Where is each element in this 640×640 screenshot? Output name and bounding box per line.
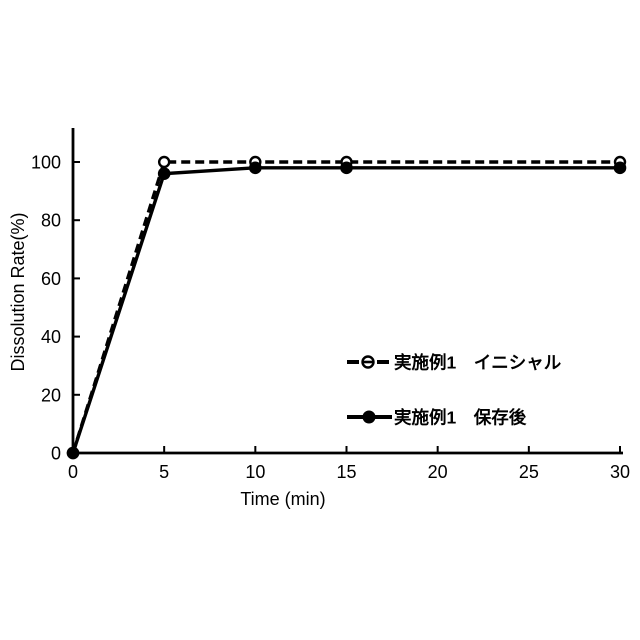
data-point-filled-circle <box>249 161 262 175</box>
x-tick-label: 30 <box>610 462 630 482</box>
legend-label-stored: 実施例1 保存後 <box>394 408 527 428</box>
y-tick-label: 100 <box>31 153 61 173</box>
data-point-filled-circle <box>340 161 353 175</box>
data-point-open-circle <box>157 155 171 169</box>
series-line-stored <box>71 166 620 454</box>
x-tick-label: 15 <box>336 462 356 482</box>
y-tick-label: 40 <box>41 327 61 347</box>
x-tick-label: 0 <box>68 462 78 482</box>
y-tick-label: 80 <box>41 211 61 231</box>
series-stored <box>66 161 627 460</box>
x-tick-label: 5 <box>159 462 169 482</box>
y-axis-title: Dissolution Rate(%) <box>8 212 28 372</box>
axes <box>71 128 623 455</box>
data-point-filled-circle <box>157 167 171 180</box>
data-point-filled-circle <box>613 161 627 175</box>
y-tick-label: 20 <box>41 385 61 405</box>
x-tick-label: 10 <box>245 462 265 482</box>
x-axis-title: Time (min) <box>240 489 326 509</box>
legend-label-initial: 実施例1 イニシャル <box>394 353 562 373</box>
legend-filled-circle-icon <box>362 410 376 424</box>
x-tick-label: 20 <box>428 462 448 482</box>
data-point-filled-circle <box>66 446 80 460</box>
series-initial <box>66 155 627 460</box>
x-tick-label: 25 <box>519 462 539 482</box>
legend-item-stored: 実施例1 保存後 <box>347 408 527 428</box>
tick-labels: 0 5 10 15 20 25 30 0 20 40 60 80 100 <box>31 153 630 483</box>
y-tick-label: 60 <box>41 269 61 289</box>
y-tick-label: 0 <box>51 444 61 464</box>
legend-item-initial: 実施例1 イニシャル <box>347 353 562 373</box>
